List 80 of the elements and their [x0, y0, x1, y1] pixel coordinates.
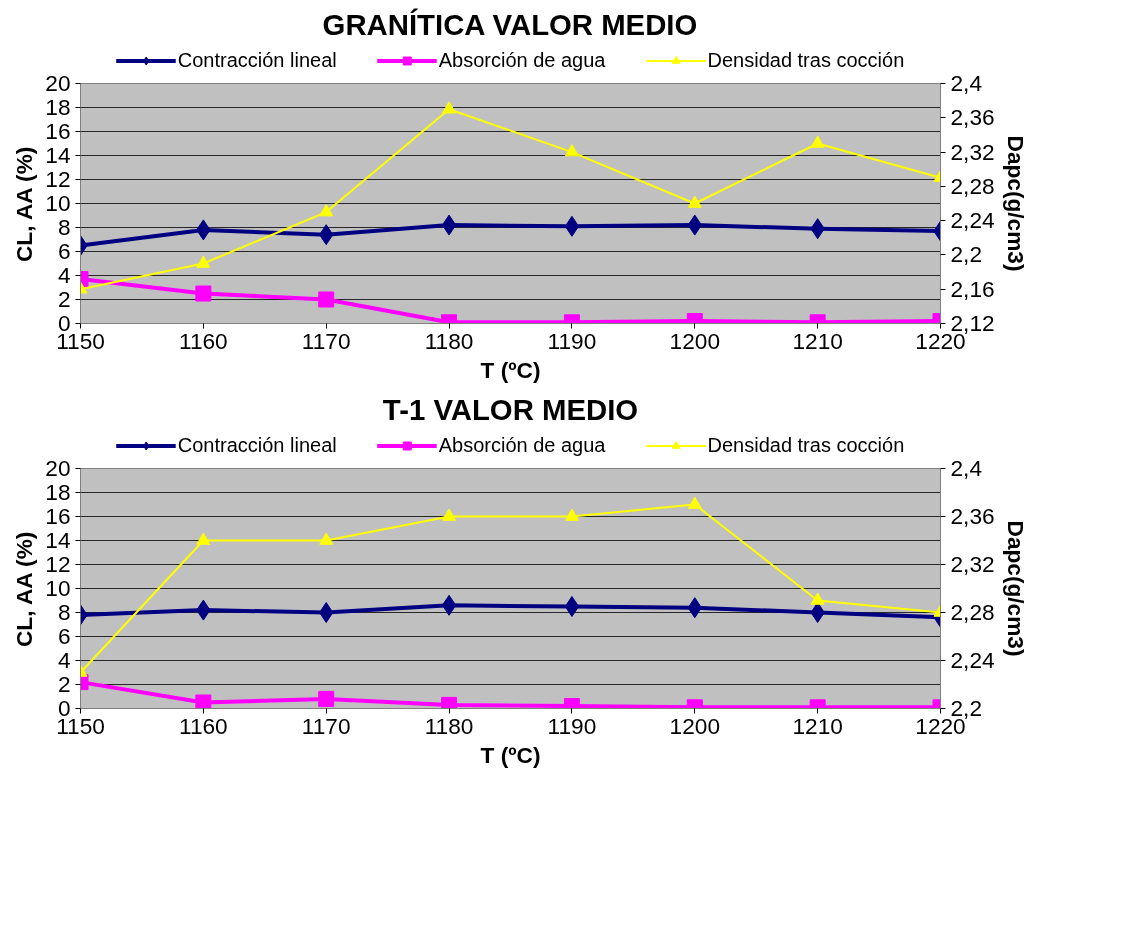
point — [442, 101, 457, 114]
y2-tick-label: 2,28 — [950, 599, 995, 625]
x-tick-label: 1200 — [669, 712, 720, 739]
point — [441, 594, 457, 616]
y-tick-label: 12 — [45, 166, 71, 192]
point — [319, 204, 334, 217]
point — [318, 291, 335, 308]
point — [564, 144, 579, 157]
point — [564, 596, 580, 617]
point — [196, 532, 211, 545]
y-tick-label: 14 — [45, 142, 71, 168]
point — [687, 496, 702, 509]
point — [319, 602, 334, 623]
x-axis-title: T (ºC) — [480, 356, 541, 383]
x-tick-label: 1210 — [792, 327, 843, 354]
x-tick-label: 1190 — [547, 327, 597, 354]
point — [687, 195, 702, 208]
point — [318, 690, 335, 707]
y2-tick-label: 2,16 — [950, 275, 995, 302]
x-tick-label: 1170 — [301, 712, 351, 739]
x-tick-label: 1180 — [424, 712, 474, 739]
y2-axis-title: Dapc(g/cm3) — [1002, 135, 1029, 272]
point — [810, 602, 825, 623]
point — [564, 215, 580, 237]
chart-title: T-1 VALOR MEDIO — [382, 392, 639, 426]
y-tick-label: 14 — [45, 527, 71, 553]
y-tick-label: 6 — [57, 238, 71, 264]
point — [442, 508, 457, 521]
y2-tick-label: 2,24 — [950, 647, 995, 673]
y2-axis-title: Dapc(g/cm3) — [1002, 520, 1029, 657]
y2-tick-label: 2,4 — [950, 455, 982, 481]
y2-tick-label: 2,36 — [950, 104, 995, 131]
x-tick-label: 1170 — [301, 327, 351, 354]
point — [810, 135, 825, 148]
legend-label: Densidad tras cocción — [707, 433, 905, 457]
x-tick-label: 1160 — [179, 712, 228, 739]
legend-label: Densidad tras cocción — [707, 48, 905, 72]
y-tick-label: 12 — [45, 551, 71, 577]
y2-tick-label: 2,28 — [950, 172, 995, 199]
y2-tick-label: 2,32 — [950, 551, 995, 577]
legend-label: Absorción de agua — [438, 433, 606, 457]
legend-label: Contracción lineal — [177, 48, 337, 72]
x-tick-label: 1160 — [179, 327, 228, 354]
point — [196, 255, 211, 268]
point — [564, 508, 579, 521]
y-tick-label: 2 — [57, 286, 71, 312]
x-axis-title: T (ºC) — [480, 741, 541, 768]
y2-tick-label: 2,4 — [950, 70, 982, 96]
y2-tick-label: 2,36 — [950, 503, 995, 529]
y-tick-label: 8 — [57, 599, 71, 625]
y-tick-label: 4 — [57, 262, 71, 288]
y-tick-label: 18 — [45, 94, 71, 120]
y-tick-label: 2 — [57, 671, 71, 697]
y-tick-label: 4 — [57, 647, 71, 673]
legend-label: Contracción lineal — [177, 433, 337, 457]
point — [441, 214, 457, 236]
y-tick-label: 16 — [45, 503, 71, 529]
y-tick-label: 10 — [45, 575, 71, 601]
y2-tick-label: 2,2 — [950, 241, 982, 268]
y-tick-label: 16 — [45, 118, 71, 144]
point — [195, 285, 212, 302]
y-tick-label: 8 — [57, 214, 71, 240]
y-tick-label: 10 — [45, 190, 71, 216]
x-tick-label: 1200 — [669, 327, 720, 354]
y2-tick-label: 2,24 — [950, 207, 995, 234]
y-tick-label: 6 — [57, 623, 71, 649]
point — [319, 532, 334, 545]
x-tick-label: 1210 — [792, 712, 843, 739]
x-tick-label: 1180 — [424, 327, 474, 354]
y-tick-label: 20 — [45, 455, 71, 481]
y-tick-label: 20 — [45, 70, 71, 96]
chart-title: GRANÍTICA VALOR MEDIO — [322, 7, 698, 41]
legend-label: Absorción de agua — [438, 48, 606, 72]
y2-tick-label: 2,32 — [950, 138, 995, 165]
y-axis-title: CL, AA (%) — [11, 531, 38, 648]
y-tick-label: 18 — [45, 479, 71, 505]
y-axis-title: CL, AA (%) — [11, 146, 38, 263]
point — [195, 694, 212, 709]
point — [810, 592, 825, 605]
x-tick-label: 1190 — [547, 712, 597, 739]
